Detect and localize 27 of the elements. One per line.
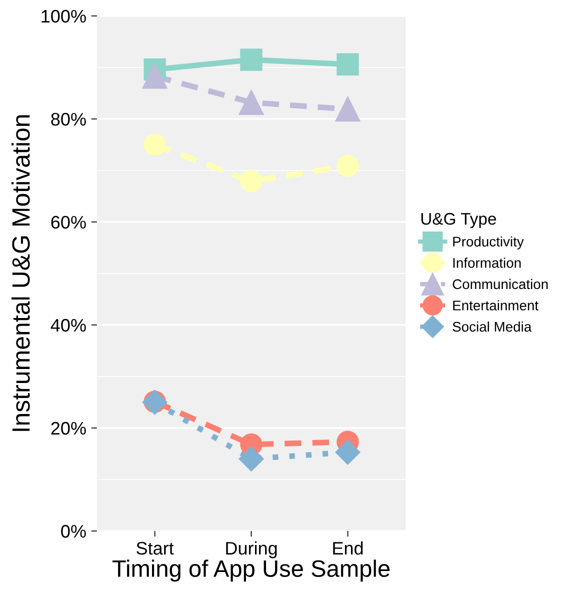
y-tick-label: 100%: [42, 10, 86, 23]
y-tick-label: 20%: [51, 422, 86, 435]
point: [240, 48, 262, 71]
legend-title: U&G Type: [421, 212, 496, 228]
y-axis-title: Instrumental U&G Motivation: [11, 115, 30, 431]
point: [336, 154, 359, 177]
legend-label: Entertainment: [453, 300, 538, 310]
legend-label: Information: [453, 258, 521, 268]
point: [238, 446, 264, 472]
point: [336, 53, 359, 76]
legend-label: Communication: [452, 278, 548, 290]
legend-label: Productivity: [453, 236, 524, 250]
point: [240, 170, 262, 192]
point: [335, 440, 360, 465]
y-tick-label: 80%: [51, 112, 86, 126]
point: [335, 96, 360, 122]
point: [238, 90, 264, 115]
y-tick-label: 60%: [51, 216, 86, 229]
x-tick-label: Start: [136, 542, 174, 555]
y-tick-label: 40%: [50, 318, 86, 332]
point: [144, 134, 166, 156]
x-tick-label: During: [226, 541, 277, 558]
x-axis-title: Timing of App Use Sample: [112, 560, 390, 582]
legend-label: Social Media: [452, 321, 532, 332]
point: [142, 64, 168, 89]
x-tick-label: End: [333, 541, 363, 555]
y-tick-label: 0%: [61, 524, 86, 538]
